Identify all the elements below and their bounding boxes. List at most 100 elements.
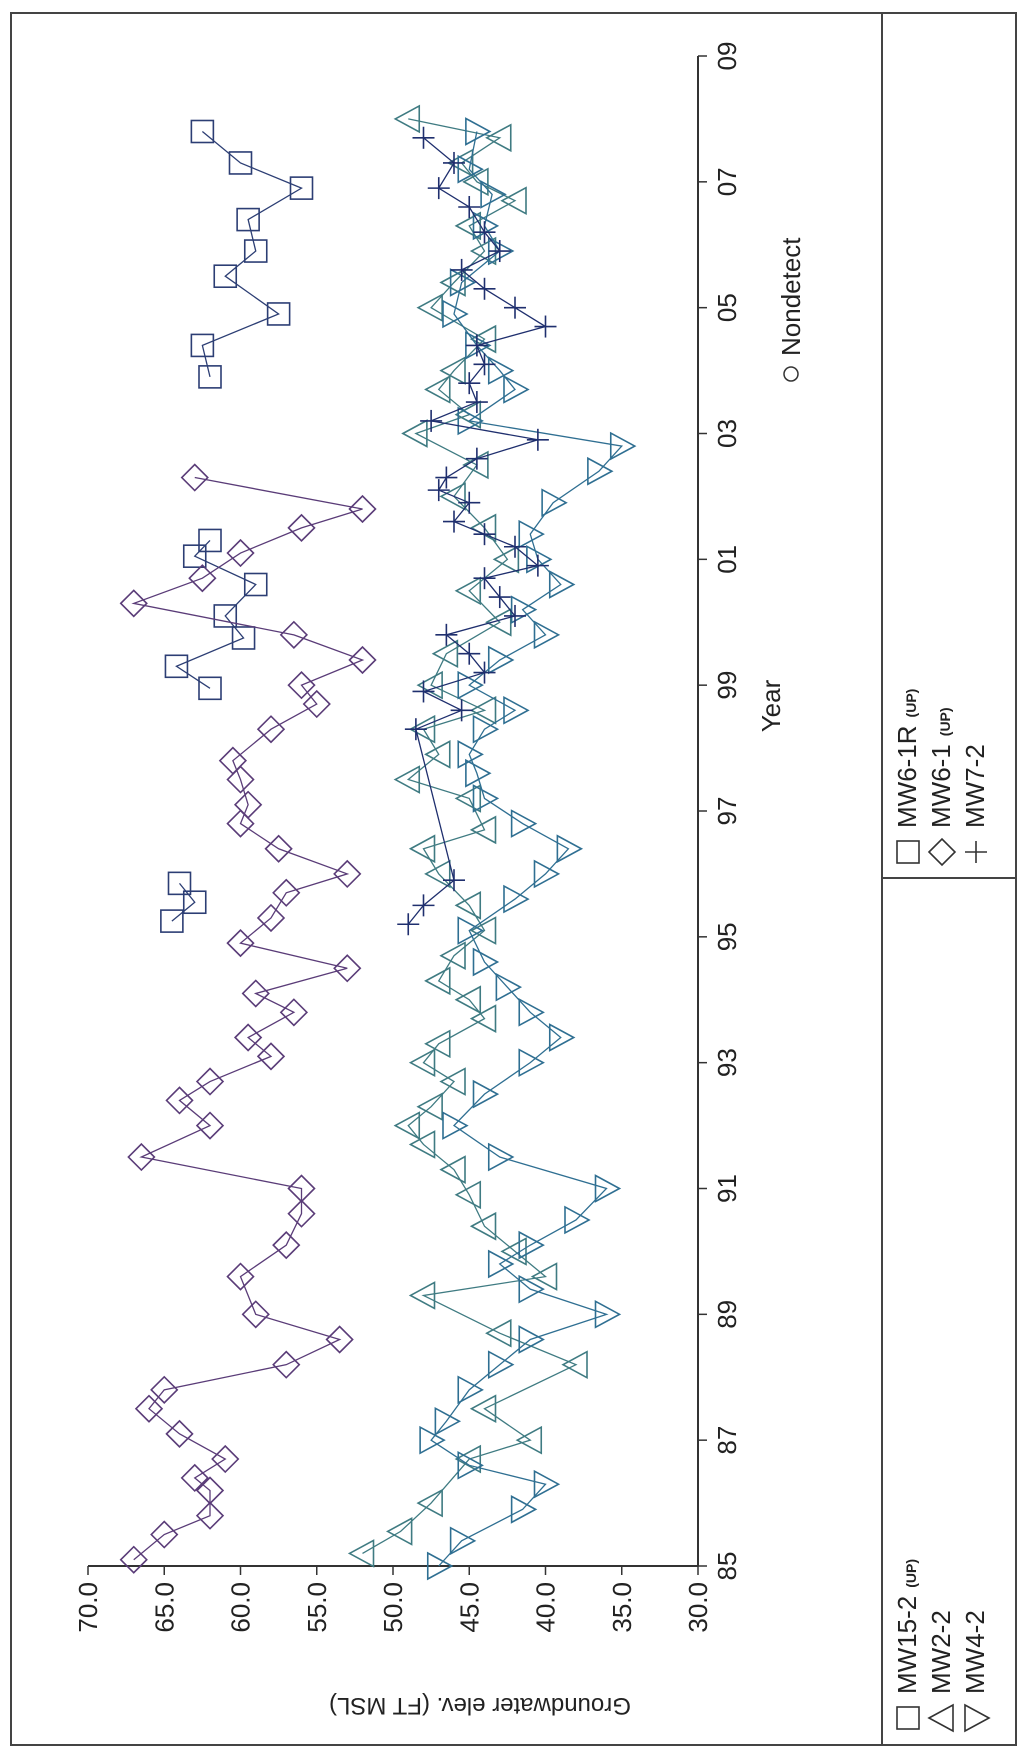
- data-point: [458, 196, 481, 218]
- data-point: [264, 834, 293, 863]
- data-point: [518, 1230, 545, 1260]
- data-point: [272, 1230, 301, 1260]
- data-point: [241, 979, 270, 1008]
- y-tick-label: 70.0: [73, 1582, 103, 1633]
- data-point: [485, 123, 512, 153]
- data-point: [190, 333, 215, 358]
- x-tick-label: 95: [712, 922, 742, 951]
- x-tick-label: 09: [712, 42, 742, 71]
- data-point: [443, 151, 465, 174]
- data-point: [348, 494, 377, 524]
- legend-marker-icon: [927, 1703, 954, 1733]
- data-point: [236, 207, 260, 232]
- data-point: [548, 570, 576, 599]
- data-point: [289, 176, 314, 200]
- data-point: [195, 1067, 225, 1096]
- data-point: [233, 790, 263, 819]
- data-point: [457, 670, 484, 700]
- data-point: [416, 1488, 443, 1518]
- data-point: [164, 654, 189, 679]
- data-point: [457, 916, 484, 945]
- legend-marker-icon: [927, 837, 957, 867]
- data-point: [435, 623, 458, 646]
- data-point: [160, 909, 184, 933]
- data-point: [465, 391, 488, 414]
- legend-group: MW15-2(UP)MW2-2 MW4-2 MW6-1R(UP)MW6-1(UP)M…: [892, 689, 991, 1733]
- data-point: [211, 1444, 240, 1474]
- data-point: [533, 620, 561, 650]
- outer-border: [10, 12, 1017, 1746]
- data-point: [469, 1004, 497, 1033]
- data-point: [488, 240, 511, 263]
- data-point: [408, 714, 436, 744]
- data-point: [424, 1029, 451, 1059]
- data-point: [457, 1450, 484, 1480]
- data-point: [393, 765, 421, 794]
- data-point: [226, 809, 255, 838]
- data-point: [458, 372, 481, 395]
- data-point: [454, 576, 482, 606]
- x-tick-label: 07: [712, 167, 742, 196]
- x-tick-label: 97: [712, 797, 742, 826]
- data-point: [231, 626, 256, 650]
- data-point: [556, 834, 584, 864]
- legend-item: MW2-2: [926, 1610, 956, 1733]
- data-point: [348, 645, 377, 675]
- data-point: [443, 510, 465, 533]
- data-point: [518, 1274, 545, 1304]
- x-tick-label: 03: [712, 419, 742, 448]
- data-point: [241, 1300, 270, 1329]
- data-point: [279, 620, 309, 649]
- data-point: [487, 1350, 515, 1380]
- data-point: [473, 277, 496, 300]
- data-point: [287, 1174, 316, 1203]
- data-point: [492, 544, 520, 574]
- data-point: [190, 119, 215, 144]
- data-point: [465, 758, 492, 788]
- data-point: [533, 859, 561, 889]
- data-point: [450, 258, 473, 281]
- data-point: [393, 1111, 421, 1140]
- data-point: [439, 356, 466, 385]
- data-point: [424, 859, 451, 889]
- data-point: [393, 104, 421, 134]
- data-point: [472, 947, 500, 977]
- data-point: [256, 715, 286, 744]
- data-point: [397, 913, 420, 936]
- data-point: [213, 264, 238, 289]
- data-point: [473, 661, 496, 684]
- data-point: [515, 1425, 543, 1455]
- data-point: [442, 299, 469, 329]
- data-point: [503, 375, 530, 404]
- data-point: [587, 456, 614, 486]
- data-point: [426, 1551, 454, 1581]
- data-point: [439, 1067, 466, 1096]
- series-line: [201, 130, 303, 378]
- data-point: [472, 1079, 500, 1109]
- series-line: [131, 476, 365, 1561]
- legend-label: MW6-1R(UP): [892, 689, 922, 828]
- data-point: [473, 523, 496, 546]
- data-point: [256, 903, 286, 933]
- y-tick-label: 65.0: [149, 1582, 179, 1633]
- data-point: [385, 1517, 413, 1546]
- data-point: [134, 1394, 164, 1423]
- data-point: [469, 1394, 497, 1424]
- data-point: [469, 815, 497, 845]
- legend-marker-icon: [964, 1703, 991, 1733]
- data-point: [469, 695, 497, 725]
- data-point: [287, 1199, 316, 1228]
- data-point: [454, 1180, 482, 1210]
- series-mw15-2: [164, 528, 268, 701]
- data-point: [504, 535, 526, 558]
- data-point: [454, 1444, 482, 1474]
- data-point: [487, 1142, 515, 1172]
- legend-item: MW6-1R(UP): [892, 689, 922, 864]
- series-mw4-2: [419, 117, 637, 1581]
- y-tick-label: 60.0: [226, 1582, 256, 1633]
- data-point: [503, 884, 530, 914]
- data-point: [416, 1092, 443, 1122]
- data-point: [504, 604, 526, 627]
- data-point: [226, 538, 255, 568]
- data-point: [420, 409, 443, 432]
